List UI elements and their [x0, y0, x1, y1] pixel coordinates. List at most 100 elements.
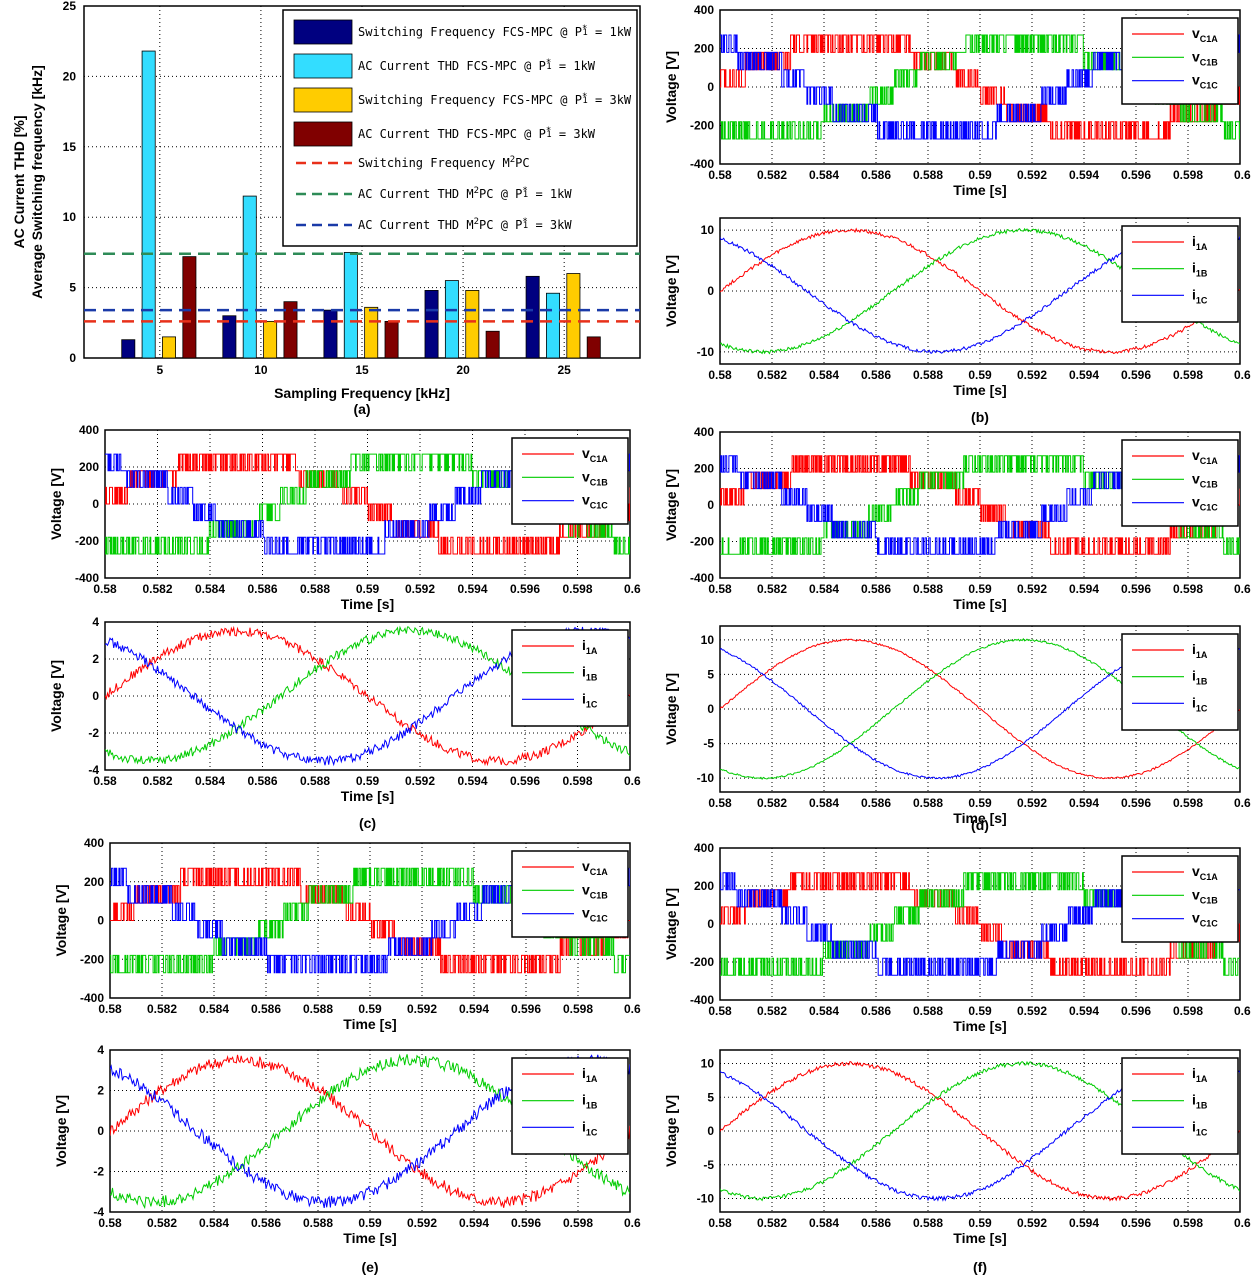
tick-label-x: 0.584 [809, 796, 839, 810]
tick-label-x: 0.588 [303, 1216, 333, 1230]
legend-label-part: * [546, 126, 551, 136]
tick-label-y: 10 [63, 210, 77, 224]
legend-label-part: 1 [523, 221, 528, 231]
legend-label-part: i [582, 1092, 586, 1108]
legend-box [511, 629, 629, 727]
legend-box [1121, 855, 1239, 943]
tick-label-x: 0.594 [1069, 582, 1099, 596]
legend-label: vC1A [582, 445, 608, 464]
tick-label-x: 0.59 [968, 168, 992, 182]
tick-label-y: -5 [703, 1158, 714, 1172]
legend-label: vC1A [1192, 863, 1218, 882]
legend-label-part: Switching Frequency M [358, 156, 510, 170]
tick-label-x: 15 [355, 363, 369, 377]
legend-label-part: i [582, 690, 586, 706]
tick-label-y: 400 [694, 425, 714, 439]
current-plot-f: 0.58 0.582 0.584 0.586 0.588 0.59 0.592 0.594 0.… [663, 1049, 1251, 1246]
tick-label-x: 0.6 [1234, 168, 1251, 182]
tick-label-y: 400 [79, 423, 99, 437]
legend-label-part: 1B [1196, 677, 1208, 687]
legend-label: i1C [1192, 1118, 1208, 1137]
tick-label-x: 0.586 [251, 1216, 281, 1230]
tick-label-y: -4 [88, 763, 99, 777]
tick-label-x: 0.598 [562, 582, 592, 596]
legend-label-part: C1B [1200, 895, 1219, 905]
panel-b: 0.58 0.582 0.584 0.586 0.588 0.59 0.592 0.594 0.… [663, 3, 1251, 425]
tick-label-x: 0.586 [861, 368, 891, 382]
tick-label-y: -2 [93, 1165, 104, 1179]
legend-label-part: 2 [474, 186, 479, 196]
tick-label-x: 0.596 [1121, 1004, 1151, 1018]
tick-label-x: 0.6 [1234, 1004, 1251, 1018]
legend-label-part: i [1192, 1065, 1196, 1081]
x-axis-label: Time [s] [953, 382, 1006, 398]
x-axis-label: Time [s] [953, 1230, 1006, 1246]
bar [141, 50, 156, 359]
tick-label-x: 0.588 [913, 1004, 943, 1018]
tick-label-x: 0.582 [147, 1216, 177, 1230]
tick-label-y: -400 [75, 571, 99, 585]
tick-label-y: 200 [694, 462, 714, 476]
bar [424, 290, 439, 359]
legend-label-part: 2 [510, 155, 515, 165]
tick-label-x: 0.58 [708, 1004, 732, 1018]
legend-label: i1C [1192, 694, 1208, 713]
tick-label-y: -400 [690, 571, 714, 585]
legend-label: i1B [582, 1092, 598, 1111]
legend-label-part: Switching Frequency FCS-MPC @ P [358, 25, 582, 39]
legend-box [511, 437, 629, 525]
tick-label-x: 0.59 [968, 582, 992, 596]
tick-label-x: 0.588 [913, 582, 943, 596]
bar [364, 306, 379, 359]
panel-f: 0.58 0.582 0.584 0.586 0.588 0.59 0.592 0.594 0.… [663, 841, 1251, 1275]
tick-label-x: 0.58 [93, 774, 117, 788]
tick-label-y: 15 [63, 140, 77, 154]
tick-label-y: 10 [701, 223, 715, 237]
legend-label-part: C1A [1200, 872, 1219, 882]
legend-label: Switching Frequency FCS-MPC @ P*1 = 1kW [358, 24, 632, 39]
legend-label-part: * [546, 58, 551, 68]
legend: Switching Frequency FCS-MPC @ P*1 = 1kWA… [282, 9, 638, 247]
legend-label-part: 1 [546, 130, 551, 140]
tick-label-x: 0.58 [98, 1216, 122, 1230]
tick-label-y: 25 [63, 0, 77, 13]
current-plot-e: 0.58 0.582 0.584 0.586 0.588 0.59 0.592 0.594 0.… [53, 1043, 641, 1246]
legend-swatch [293, 121, 353, 147]
legend-label: AC Current THD FCS-MPC @ P*1 = 3kW [358, 126, 596, 141]
legend-label-part: i [582, 664, 586, 680]
legend-label-part: = 1kW [552, 59, 596, 73]
series-line [720, 227, 1240, 355]
tick-label-y: 200 [694, 42, 714, 56]
legend-label-part: v [1192, 72, 1200, 88]
legend-box [1121, 439, 1239, 527]
tick-label-y: -4 [93, 1205, 104, 1219]
tick-label-x: 0.584 [809, 582, 839, 596]
tick-label-x: 0.58 [93, 582, 117, 596]
bar [586, 336, 601, 359]
legend-label-part: 1A [1196, 1074, 1208, 1084]
tick-label-x: 0.6 [1234, 1216, 1251, 1230]
legend-label: i1C [582, 690, 598, 709]
voltage-plot-e: 0.58 0.582 0.584 0.586 0.588 0.59 0.592 0.594 0.… [53, 836, 641, 1032]
legend-label-part: C1B [590, 477, 609, 487]
legend-label-part: 1 [582, 28, 587, 38]
legend-label: vC1C [1192, 910, 1218, 929]
series-line [720, 34, 1240, 140]
legend-label: vC1B [1192, 48, 1218, 67]
voltage-plot-d: 0.58 0.582 0.584 0.586 0.588 0.59 0.592 0.594 0.… [663, 425, 1251, 612]
legend-label-part: v [582, 858, 590, 874]
series-line [720, 1060, 1240, 1202]
legend-label-part: = 3kW [528, 218, 572, 232]
tick-label-y: -10 [697, 771, 715, 785]
y-axis-label: Voltage [V] [663, 1095, 679, 1167]
legend-label-part: v [582, 905, 590, 921]
y-axis-label: Voltage [V] [48, 468, 64, 540]
x-axis-label: Time [s] [341, 788, 394, 804]
tick-label-y: 5 [69, 281, 76, 295]
tick-label-y: 10 [701, 633, 715, 647]
tick-label-x: 0.592 [405, 774, 435, 788]
legend-label: i1B [1192, 668, 1208, 687]
